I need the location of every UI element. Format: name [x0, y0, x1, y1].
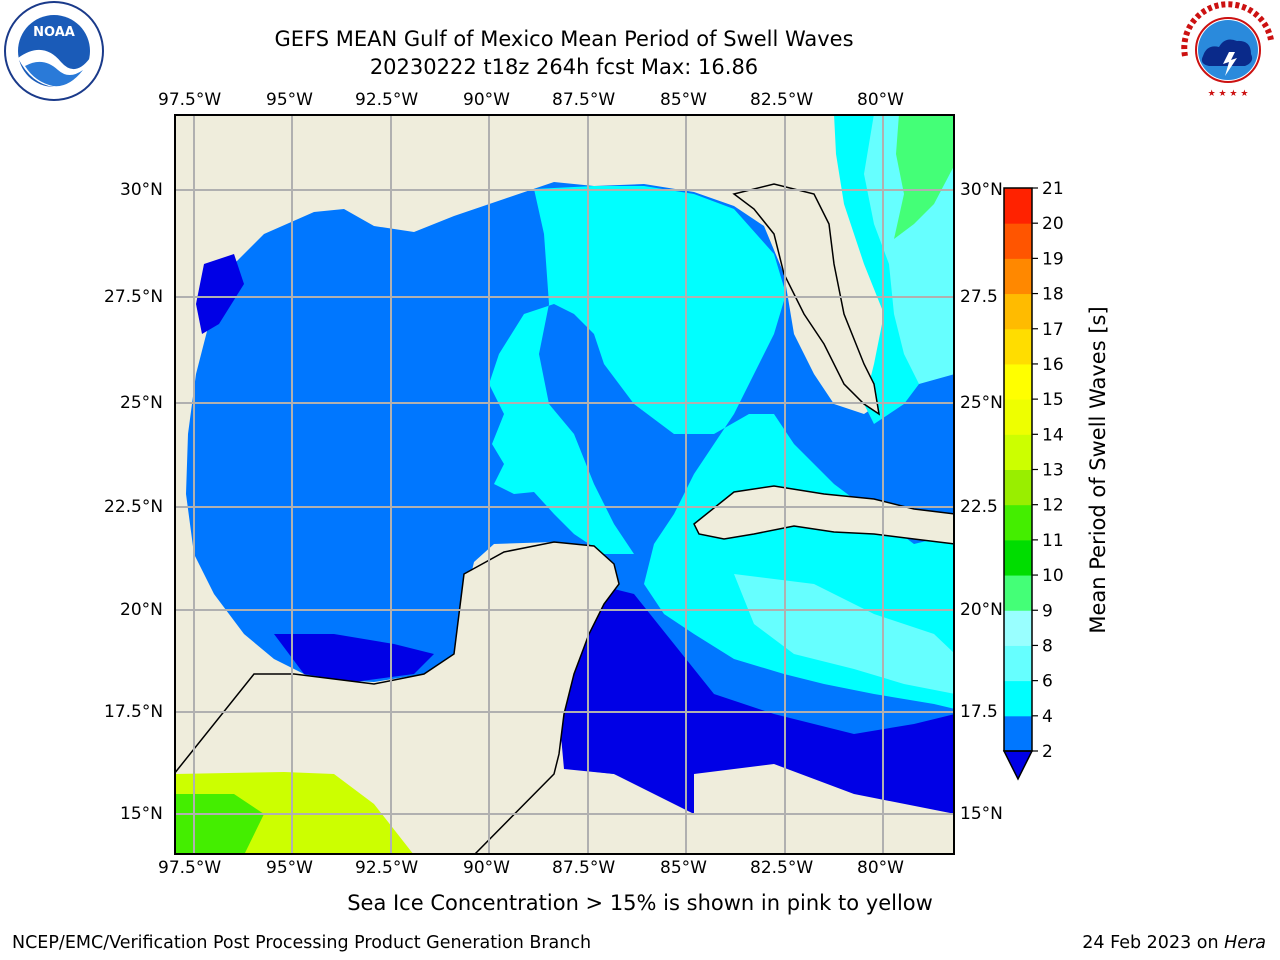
colorbar-segment — [1004, 188, 1032, 224]
lon-label-top: 95°W — [266, 90, 313, 110]
colorbar-tick-label: 18 — [1042, 285, 1064, 305]
colorbar: 2 4 6 8 9 10 11 12 13 14 15 16 17 18 19 20 21 — [1002, 180, 1064, 781]
footer-date: 24 Feb 2023 on Hera — [1082, 933, 1266, 953]
lon-label-top: 82.5°W — [750, 90, 814, 110]
land-cuba — [693, 485, 954, 545]
lat-label-left: 17.5°N — [104, 702, 164, 722]
graticule — [175, 115, 954, 854]
colorbar-ticks: 2 4 6 8 9 10 11 12 13 14 15 16 17 18 19 20 21 — [1032, 180, 1064, 762]
svg-text:★ ★ ★ ★: ★ ★ ★ ★ — [1208, 89, 1249, 99]
swell-zone-0-2-west — [196, 254, 244, 334]
colorbar-label: Mean Period of Swell Waves [s] — [1086, 306, 1110, 634]
colorbar-tick-label: 11 — [1042, 531, 1064, 551]
colorbar-tick-label: 13 — [1042, 461, 1064, 481]
colorbar-segment — [1004, 399, 1032, 435]
colorbar-tick-label: 21 — [1042, 180, 1064, 199]
lon-label-top: 87.5°W — [552, 90, 616, 110]
colorbar-tick-label: 17 — [1042, 320, 1064, 340]
colorbar-segment — [1004, 258, 1032, 295]
colorbar-tick-label: 2 — [1042, 742, 1053, 762]
colorbar-segment — [1004, 434, 1032, 470]
chart-subtitle: 20230222 t18z 264h fcst Max: 16.86 — [369, 55, 759, 79]
colorbar-segment — [1004, 293, 1032, 330]
colorbar-tick-label: 6 — [1042, 672, 1053, 692]
colorbar-segment — [1004, 363, 1032, 400]
colorbar-tick-label: 15 — [1042, 390, 1064, 410]
lat-label-right: 15°N — [960, 804, 1003, 824]
chart-title: GEFS MEAN Gulf of Mexico Mean Period of … — [274, 27, 854, 51]
colorbar-segment — [1004, 715, 1032, 752]
lat-label-right: 22.5 — [960, 497, 998, 517]
noaa-logo-text: NOAA — [33, 25, 75, 40]
lon-label-bottom: 80°W — [857, 858, 904, 878]
footer-branch: NCEP/EMC/Verification Post Processing Pr… — [12, 933, 592, 953]
colorbar-segments — [1002, 188, 1034, 781]
lat-label-left: 15°N — [120, 804, 163, 824]
colorbar-segment — [1004, 680, 1032, 717]
colorbar-segment — [1004, 645, 1032, 682]
lon-label-bottom: 85°W — [660, 858, 707, 878]
lat-label-left: 22.5°N — [104, 497, 164, 517]
lat-label-right: 17.5 — [960, 702, 998, 722]
noaa-logo: NOAA — [4, 1, 104, 101]
lon-label-bottom: 97.5°W — [158, 858, 222, 878]
lon-label-top: 97.5°W — [158, 90, 222, 110]
lat-label-left: 25°N — [120, 393, 163, 413]
lon-label-top: 92.5°W — [355, 90, 419, 110]
colorbar-segment — [1004, 539, 1032, 576]
land-florida — [732, 183, 881, 416]
nws-logo: ★ ★ ★ ★ — [1179, 1, 1277, 99]
lon-label-bottom: 95°W — [266, 858, 313, 878]
colorbar-segment — [1004, 223, 1032, 259]
lat-label-left: 20°N — [120, 600, 163, 620]
land-central-america — [694, 764, 954, 854]
colorbar-segment — [1004, 504, 1032, 541]
lon-label-bottom: 92.5°W — [355, 858, 419, 878]
lat-label-right: 25°N — [960, 393, 1003, 413]
colorbar-extend-triangle — [1002, 750, 1034, 781]
colorbar-segment — [1004, 575, 1032, 611]
lat-label-right: 30°N — [960, 180, 1003, 200]
lat-label-right: 27.5 — [960, 287, 998, 307]
swell-zone-4-6 — [489, 186, 954, 709]
footer-host: Hera — [1224, 933, 1266, 953]
colorbar-tick-label: 4 — [1042, 707, 1053, 727]
lon-label-bottom: 87.5°W — [552, 858, 616, 878]
swell-zone-0-2-caribbean — [559, 584, 954, 854]
swell-zone-10-12 — [175, 794, 264, 854]
colorbar-tick-label: 10 — [1042, 566, 1064, 586]
colorbar-segment — [1004, 328, 1032, 365]
colorbar-segment — [1004, 469, 1032, 506]
swell-zone-8-10 — [894, 115, 954, 239]
lon-label-bottom: 90°W — [463, 858, 510, 878]
sea-ice-note: Sea Ice Concentration > 15% is shown in … — [347, 891, 933, 915]
lat-label-right: 20°N — [960, 600, 1003, 620]
lon-label-top: 80°W — [857, 90, 904, 110]
lon-label-top: 90°W — [463, 90, 510, 110]
lat-label-left: 27.5°N — [104, 287, 164, 307]
colorbar-tick-label: 8 — [1042, 636, 1053, 656]
lon-label-top: 85°W — [660, 90, 707, 110]
map-panel — [174, 114, 955, 855]
colorbar-tick-label: 20 — [1042, 214, 1064, 234]
colorbar-tick-label: 19 — [1042, 249, 1064, 269]
lat-label-left: 30°N — [120, 180, 163, 200]
swell-zone-0-2-south — [274, 634, 434, 682]
colorbar-tick-label: 16 — [1042, 355, 1064, 375]
colorbar-segment — [1004, 610, 1032, 646]
colorbar-tick-label: 9 — [1042, 601, 1053, 621]
footer-date-text: 24 Feb 2023 on — [1082, 933, 1225, 953]
lon-label-bottom: 82.5°W — [750, 858, 814, 878]
swell-zone-6-8-caribbean — [734, 574, 954, 694]
colorbar-tick-label: 12 — [1042, 496, 1064, 516]
map-frame — [174, 114, 955, 855]
colorbar-tick-label: 14 — [1042, 425, 1064, 445]
